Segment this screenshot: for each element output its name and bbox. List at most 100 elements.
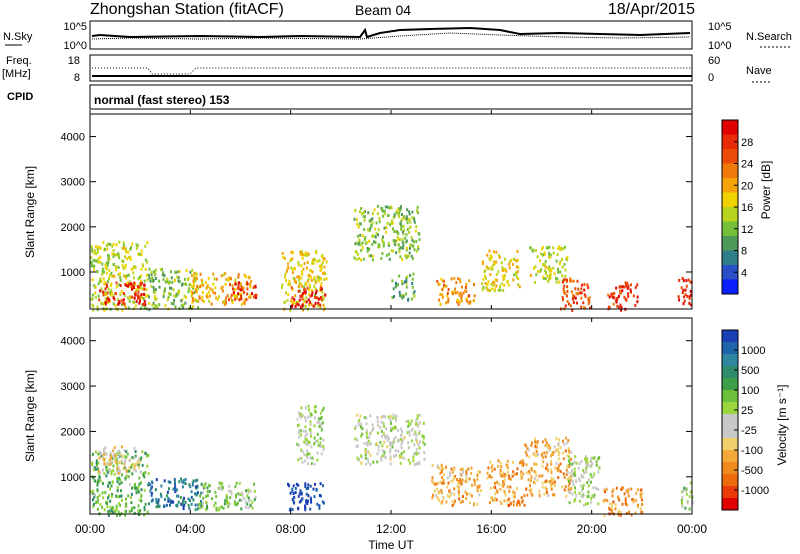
heatmap-cell: [298, 281, 301, 285]
heatmap-cell: [534, 444, 537, 448]
heatmap-cell: [478, 493, 481, 497]
colorbar-swatch: [722, 462, 738, 475]
heatmap-cell: [587, 494, 590, 498]
heatmap-cell: [118, 256, 121, 260]
heatmap-cell: [492, 263, 495, 267]
heatmap-cell: [150, 273, 153, 276]
heatmap-cell: [418, 238, 421, 241]
heatmap-cell: [618, 498, 621, 502]
heatmap-cell: [372, 460, 375, 464]
heatmap-cell: [580, 287, 583, 291]
heatmap-cell: [436, 496, 439, 500]
cpid-label: CPID: [7, 91, 33, 103]
heatmap-cell: [130, 284, 133, 288]
heatmap-cell: [124, 460, 127, 464]
heatmap-cell: [296, 302, 299, 306]
heatmap-cell: [392, 413, 395, 417]
heatmap-cell: [304, 482, 307, 486]
heatmap-cell: [567, 479, 570, 483]
heatmap-cell: [415, 419, 418, 423]
heatmap-cell: [143, 287, 146, 291]
heatmap-cell: [538, 489, 541, 493]
heatmap-cell: [407, 298, 410, 302]
heatmap-cell: [180, 299, 183, 303]
heatmap-cell: [317, 443, 320, 447]
heatmap-cell: [566, 278, 568, 282]
heatmap-cell: [230, 490, 233, 494]
heatmap-cell: [366, 441, 368, 445]
heatmap-cell: [93, 493, 96, 496]
heatmap-cell: [297, 284, 300, 288]
heatmap-cell: [154, 272, 157, 276]
heatmap-cell: [390, 206, 393, 210]
heatmap-cell: [121, 246, 124, 250]
heatmap-cell: [550, 269, 553, 273]
heatmap-cell: [144, 258, 147, 262]
heatmap-cell: [583, 306, 585, 310]
heatmap-cell: [304, 434, 307, 438]
noise-sky-label: N.Sky: [3, 31, 33, 43]
heatmap-cell: [124, 510, 127, 514]
heatmap-cell: [319, 296, 322, 299]
heatmap-cell: [413, 216, 415, 220]
heatmap-cell: [113, 452, 116, 456]
heatmap-cell: [290, 299, 293, 303]
heatmap-cell: [125, 247, 128, 251]
heatmap-cell: [416, 205, 419, 209]
heatmap-cell: [190, 284, 193, 288]
heatmap-cell: [377, 243, 380, 247]
heatmap-cell: [557, 476, 560, 480]
heatmap-cell: [416, 414, 419, 418]
colorbar-swatch: [722, 438, 738, 451]
heatmap-cell: [505, 463, 508, 467]
heatmap-cell: [151, 303, 154, 307]
heatmap-cell: [550, 483, 553, 487]
heatmap-cell: [319, 305, 322, 309]
heatmap-cell: [401, 213, 403, 216]
heatmap-cell: [367, 228, 369, 232]
heatmap-cell: [232, 291, 235, 295]
heatmap-cell: [595, 486, 598, 490]
heatmap-cell: [297, 443, 300, 447]
heatmap-cell: [569, 277, 572, 281]
heatmap-cell: [106, 297, 109, 301]
heatmap-cell: [501, 474, 504, 478]
heatmap-cell: [315, 289, 318, 293]
heatmap-cell: [360, 249, 363, 252]
heatmap-cell: [640, 488, 643, 492]
heatmap-cell: [357, 256, 360, 260]
heatmap-cell: [549, 253, 552, 257]
heatmap-cell: [307, 462, 309, 466]
heatmap-cell: [403, 215, 406, 219]
heatmap-cell: [293, 495, 296, 499]
heatmap-cell: [382, 209, 385, 213]
heatmap-cell: [106, 461, 109, 465]
heatmap-cell: [440, 277, 443, 281]
heatmap-cell: [135, 299, 138, 303]
heatmap-cell: [315, 279, 318, 283]
heatmap-cell: [304, 425, 307, 429]
heatmap-cell: [152, 286, 155, 289]
heatmap-cell: [155, 306, 158, 310]
colorbar-tick-label: 12: [741, 224, 753, 236]
heatmap-cell: [376, 442, 379, 445]
heatmap-cell: [190, 290, 193, 293]
heatmap-cell: [608, 295, 611, 299]
heatmap-cell: [104, 247, 106, 251]
heatmap-cell: [304, 508, 307, 512]
heatmap-cell: [457, 487, 460, 491]
heatmap-cell: [289, 491, 292, 495]
heatmap-cell: [501, 471, 504, 475]
heatmap-cell: [680, 286, 683, 290]
heatmap-cell: [358, 418, 361, 422]
heatmap-cell: [284, 272, 287, 276]
heatmap-cell: [112, 255, 115, 259]
heatmap-cell: [382, 414, 384, 418]
colorbar-tick-label: -100: [741, 445, 763, 457]
heatmap-cell: [104, 491, 107, 494]
heatmap-cell: [489, 273, 492, 277]
heatmap-cell: [206, 490, 209, 494]
heatmap-cell: [619, 511, 622, 514]
heatmap-cell: [455, 281, 458, 285]
heatmap-cell: [205, 500, 208, 504]
